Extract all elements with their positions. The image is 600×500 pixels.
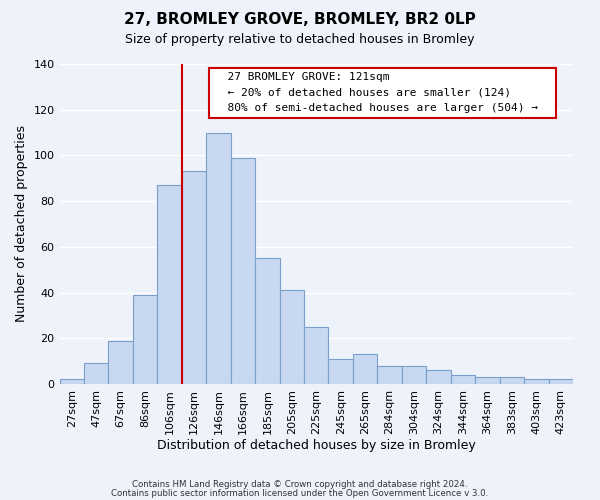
Bar: [182, 172, 206, 384]
Bar: [109, 340, 133, 384]
Bar: [280, 290, 304, 384]
Text: Contains HM Land Registry data © Crown copyright and database right 2024.: Contains HM Land Registry data © Crown c…: [132, 480, 468, 489]
Bar: [304, 327, 328, 384]
Bar: [133, 295, 157, 384]
Bar: [255, 258, 280, 384]
Text: Contains public sector information licensed under the Open Government Licence v : Contains public sector information licen…: [112, 488, 488, 498]
Bar: [59, 380, 84, 384]
Bar: [451, 375, 475, 384]
Bar: [426, 370, 451, 384]
Bar: [157, 185, 182, 384]
Bar: [548, 380, 573, 384]
Bar: [230, 158, 255, 384]
Text: Size of property relative to detached houses in Bromley: Size of property relative to detached ho…: [125, 32, 475, 46]
Bar: [475, 377, 500, 384]
Bar: [377, 366, 402, 384]
Bar: [524, 380, 548, 384]
Bar: [84, 364, 109, 384]
Text: 27, BROMLEY GROVE, BROMLEY, BR2 0LP: 27, BROMLEY GROVE, BROMLEY, BR2 0LP: [124, 12, 476, 28]
Y-axis label: Number of detached properties: Number of detached properties: [15, 126, 28, 322]
Bar: [328, 359, 353, 384]
Text: 27 BROMLEY GROVE: 121sqm
  ← 20% of detached houses are smaller (124)
  80% of s: 27 BROMLEY GROVE: 121sqm ← 20% of detach…: [214, 72, 551, 113]
X-axis label: Distribution of detached houses by size in Bromley: Distribution of detached houses by size …: [157, 440, 476, 452]
Bar: [402, 366, 426, 384]
Bar: [206, 132, 230, 384]
Bar: [500, 377, 524, 384]
Bar: [353, 354, 377, 384]
